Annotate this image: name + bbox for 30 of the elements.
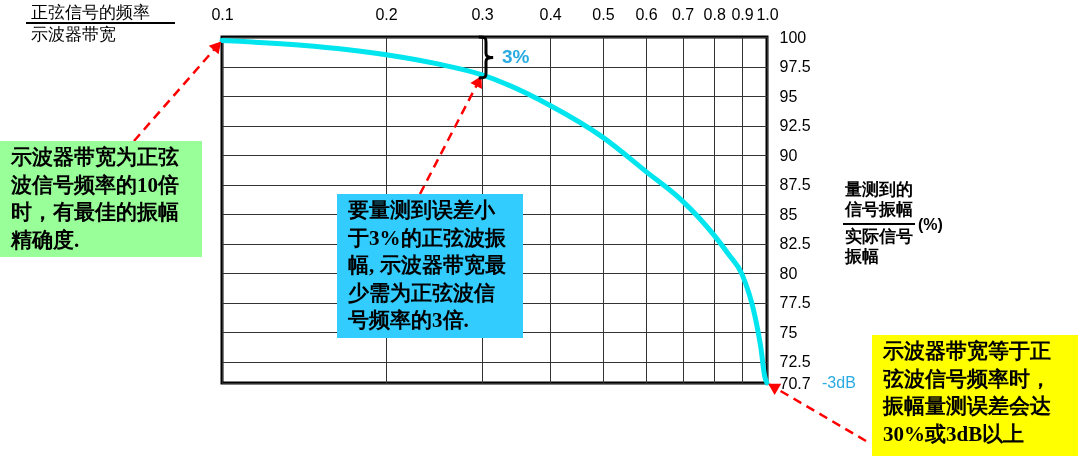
- x-tick-label: 0.2: [375, 5, 398, 23]
- annotation: 示波器带宽等于正弦波信号频率时，振幅量测误差会达30%或3dB以上: [882, 339, 1051, 446]
- y-tick-label: 75: [779, 323, 798, 341]
- y-tick-label: 85: [779, 205, 798, 223]
- annotation: 示波器带宽为正弦波信号频率的10倍时，有最佳的振幅精确度.: [10, 145, 179, 252]
- y-tick-label: 70.7: [779, 374, 811, 392]
- y-tick-label: 90: [779, 146, 798, 164]
- annotation: 3%: [502, 46, 530, 67]
- x-tick-label: 0.6: [635, 5, 658, 23]
- x-tick-label: 1.0: [756, 5, 779, 23]
- y-tick-label: 80: [779, 264, 798, 282]
- y-tick-label: 97.5: [779, 58, 811, 76]
- y-tick-label: 72.5: [779, 353, 811, 371]
- y-tick-label: 100: [779, 28, 807, 46]
- text: -3dB: [822, 374, 856, 391]
- y-tick-label: 77.5: [779, 294, 811, 312]
- x-tick-label: 0.8: [703, 5, 726, 23]
- annotation: 要量测到误差小于3%的正弦波振幅, 示波器带宽最少需为正弦波信号频率的3倍.: [347, 198, 507, 332]
- x-axis-title: 正弦信号的频率示波器带宽: [31, 3, 150, 44]
- x-tick-label: 0.3: [471, 5, 494, 23]
- x-tick-label: 0.7: [671, 5, 695, 23]
- x-tick-label: 0.9: [731, 5, 754, 23]
- x-tick-label: 0.1: [211, 5, 234, 23]
- y-tick-label: 87.5: [779, 176, 811, 194]
- text: 量测到的信号振幅实际信号振幅(%): [845, 180, 943, 266]
- y-tick-label: 82.5: [779, 235, 811, 253]
- y-tick-label: 92.5: [779, 117, 811, 135]
- x-tick-label: 0.5: [592, 5, 615, 23]
- x-tick-label: 0.4: [539, 5, 562, 23]
- y-tick-label: 95: [779, 87, 798, 105]
